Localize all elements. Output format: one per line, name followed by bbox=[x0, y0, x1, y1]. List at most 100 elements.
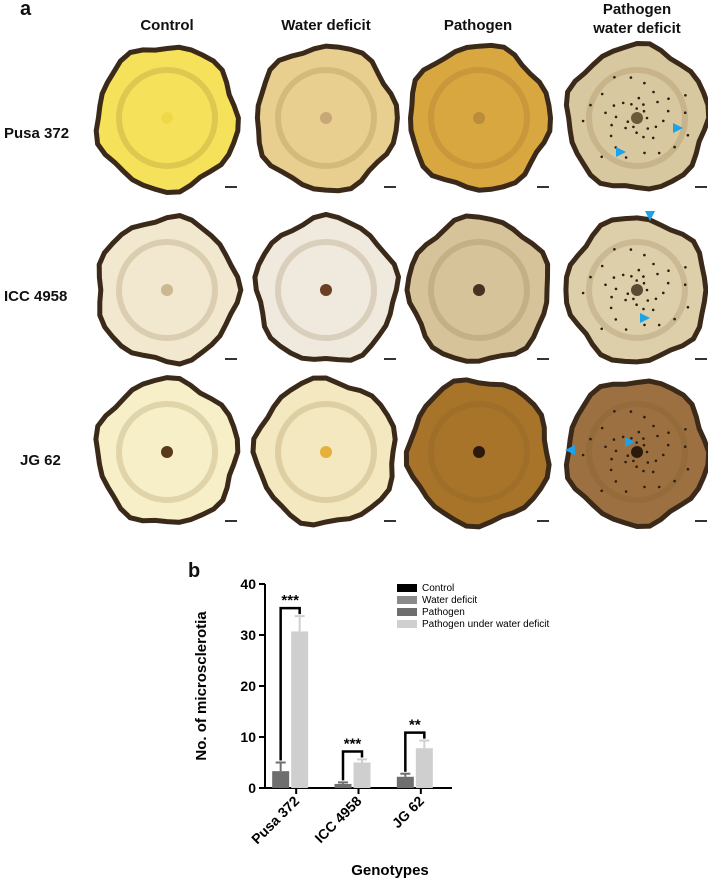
root-center bbox=[473, 112, 485, 124]
legend-label: Water deficit bbox=[422, 595, 477, 606]
root-ring bbox=[275, 67, 377, 169]
microsclerotia-dot bbox=[581, 291, 585, 295]
microsclerotia-dot bbox=[646, 461, 650, 464]
microsclerotia-dot bbox=[683, 111, 687, 114]
microsclerotia-dot bbox=[654, 297, 658, 301]
legend-swatch bbox=[397, 596, 417, 604]
microsclerotia-dot bbox=[609, 306, 613, 310]
microsclerotia-dot bbox=[613, 76, 616, 79]
microsclerotia-dot bbox=[614, 480, 618, 483]
microsclerotia-dot bbox=[600, 426, 604, 430]
microsclerotia-dot bbox=[630, 103, 633, 106]
microsclerotia-dot bbox=[683, 445, 687, 449]
microsclerotia-dot bbox=[662, 453, 665, 457]
microsclerotia-dot bbox=[610, 457, 613, 461]
microsclerotia-dot bbox=[635, 465, 638, 469]
microsclerotia-dot bbox=[624, 156, 628, 159]
microsclerotia-dot bbox=[642, 135, 645, 139]
microsclerotia-dot bbox=[657, 323, 661, 327]
microsclerotia-dot bbox=[635, 107, 638, 110]
root-section-r1-c3 bbox=[407, 42, 554, 193]
root-ring bbox=[428, 239, 530, 341]
microsclerotia-dot bbox=[645, 450, 649, 454]
microsclerotia-dot bbox=[643, 253, 646, 257]
root-center bbox=[320, 446, 332, 458]
microsclerotia-dot bbox=[626, 454, 630, 458]
x-tick-label: JG 62 bbox=[389, 793, 427, 831]
microsclerotia-bar-chart: 0 10 20 30 40 No. of microsclerotia Genotypes P… bbox=[193, 576, 550, 879]
microsclerotia-dot bbox=[652, 90, 655, 94]
microsclerotia-dot bbox=[656, 434, 659, 438]
root-center bbox=[161, 112, 173, 124]
microsclerotia-dot bbox=[643, 485, 646, 489]
microsclerotia-dot bbox=[642, 103, 645, 106]
microsclerotia-dot bbox=[642, 437, 645, 440]
microsclerotia-dot bbox=[609, 134, 613, 138]
y-tick-label: 10 bbox=[240, 729, 256, 745]
microsclerotia-dot bbox=[666, 443, 670, 447]
root-section-r3-c4 bbox=[563, 378, 708, 530]
microsclerotia-dot bbox=[600, 327, 603, 331]
root-center bbox=[161, 284, 173, 296]
row-header-icc-4958: ICC 4958 bbox=[4, 288, 68, 305]
panel-a-label: a bbox=[20, 0, 32, 20]
bar-pathogen-under-water-deficit bbox=[415, 748, 433, 788]
significance-label: ** bbox=[409, 717, 421, 734]
arrowhead-icon bbox=[565, 445, 575, 455]
arrowhead-icon bbox=[625, 437, 635, 447]
arrowhead-icon bbox=[645, 211, 655, 221]
root-ring bbox=[586, 401, 688, 503]
microsclerotia-dot bbox=[610, 123, 613, 127]
significance-bracket bbox=[279, 606, 301, 761]
microsclerotia-dot bbox=[600, 92, 604, 96]
microsclerotia-dot bbox=[684, 94, 687, 97]
scale-bar bbox=[695, 520, 707, 522]
microsclerotia-dot bbox=[624, 298, 627, 302]
microsclerotia-dot bbox=[629, 248, 633, 251]
microsclerotia-dot bbox=[624, 490, 628, 493]
y-tick-label: 20 bbox=[240, 678, 256, 694]
column-header-water-deficit: Water deficit bbox=[281, 17, 371, 34]
microsclerotia-dot bbox=[637, 430, 641, 434]
root-ring bbox=[116, 67, 218, 169]
root-ring bbox=[275, 239, 377, 341]
root-section-image-grid bbox=[93, 40, 708, 530]
microsclerotia-dot bbox=[652, 424, 655, 428]
microsclerotia-dot bbox=[667, 269, 670, 273]
microsclerotia-dot bbox=[604, 111, 607, 115]
arrowhead-icon bbox=[616, 147, 626, 157]
root-section-r2-c3 bbox=[404, 213, 551, 364]
microsclerotia-dot bbox=[635, 303, 638, 307]
bar-pathogen-under-water-deficit bbox=[291, 631, 309, 788]
microsclerotia-dot bbox=[624, 328, 628, 331]
scale-bar bbox=[225, 520, 237, 522]
microsclerotia-dot bbox=[684, 428, 687, 431]
y-tick-label: 30 bbox=[240, 627, 256, 643]
scale-bar bbox=[695, 358, 707, 360]
microsclerotia-dot bbox=[686, 305, 690, 309]
arrowhead-icon bbox=[673, 123, 683, 133]
root-section-r2-c4 bbox=[563, 211, 708, 365]
microsclerotia-dot bbox=[581, 453, 585, 457]
microsclerotia-dot bbox=[632, 125, 635, 129]
microsclerotia-dot bbox=[656, 100, 659, 104]
microsclerotia-dot bbox=[662, 119, 665, 123]
microsclerotia-dot bbox=[642, 443, 646, 447]
legend-label: Pathogen under water deficit bbox=[422, 619, 550, 630]
microsclerotia-dot bbox=[643, 323, 646, 327]
root-ring bbox=[428, 401, 530, 503]
column-header-pathogen: Pathogen bbox=[443, 17, 513, 34]
microsclerotia-dot bbox=[686, 133, 690, 137]
root-center bbox=[473, 284, 485, 296]
microsclerotia-dot bbox=[612, 276, 616, 279]
root-ring bbox=[116, 239, 218, 341]
bar-pathogen bbox=[272, 771, 290, 788]
microsclerotia-dot bbox=[612, 104, 616, 107]
microsclerotia-dot bbox=[626, 292, 630, 296]
scale-bar bbox=[537, 520, 549, 522]
root-center bbox=[161, 446, 173, 458]
microsclerotia-dot bbox=[673, 317, 676, 321]
microsclerotia-dot bbox=[621, 101, 625, 105]
column-header-control: Control bbox=[140, 17, 194, 34]
microsclerotia-dot bbox=[642, 275, 645, 278]
